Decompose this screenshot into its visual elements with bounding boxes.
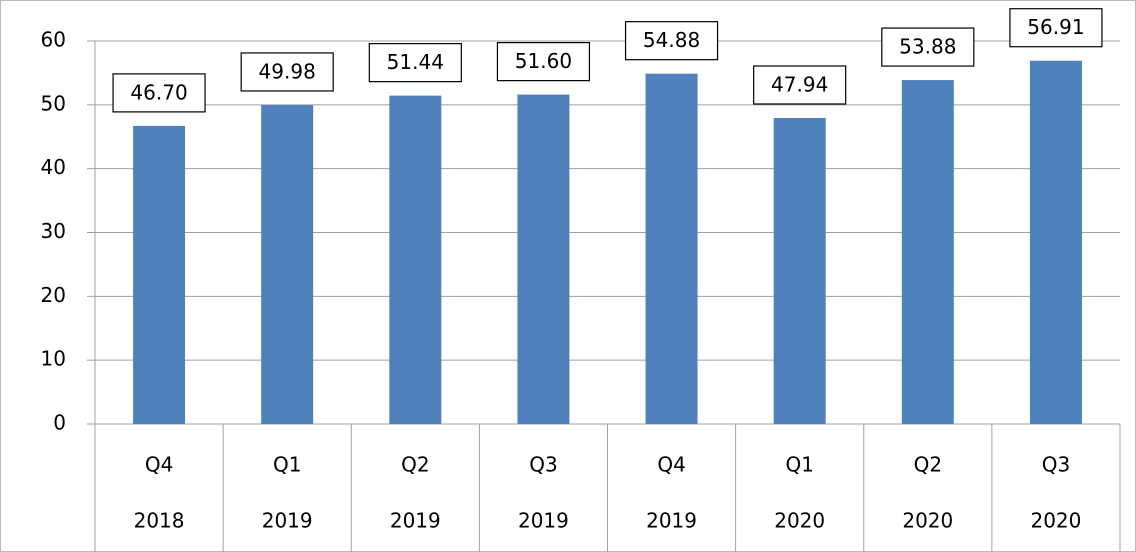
value-label: 49.98 xyxy=(259,59,316,83)
value-label-box xyxy=(368,43,462,83)
value-label: 54.88 xyxy=(643,28,700,52)
value-label-box xyxy=(496,42,591,82)
value-label: 51.44 xyxy=(387,50,444,74)
x-tick-label: Q1 xyxy=(785,453,813,477)
x-tick-label: 2019 xyxy=(646,509,697,533)
x-tick-label: Q3 xyxy=(1042,453,1070,477)
bar xyxy=(901,80,954,424)
x-tick-label: Q2 xyxy=(401,453,429,477)
y-tick-label: 30 xyxy=(41,219,66,243)
bar xyxy=(517,94,570,425)
y-tick-label: 20 xyxy=(41,283,66,307)
value-label: 56.91 xyxy=(1027,15,1084,39)
x-tick-label: Q1 xyxy=(273,453,301,477)
value-label: 46.70 xyxy=(130,80,187,104)
value-label-box xyxy=(753,65,847,105)
value-label-box xyxy=(881,27,975,67)
y-tick-label: 50 xyxy=(41,91,66,115)
x-tick-label: 2018 xyxy=(134,509,185,533)
value-label-box xyxy=(240,52,334,92)
x-tick-label: 2019 xyxy=(262,509,313,533)
value-label: 53.88 xyxy=(899,35,956,59)
y-tick-label: 40 xyxy=(41,155,66,179)
bar xyxy=(773,117,826,424)
value-label: 51.60 xyxy=(515,49,572,73)
y-tick-label: 0 xyxy=(53,411,66,435)
bar xyxy=(645,73,698,424)
x-tick-label: 2019 xyxy=(390,509,441,533)
y-tick-label: 10 xyxy=(41,347,66,371)
value-label: 47.94 xyxy=(771,72,828,96)
bar xyxy=(261,104,314,424)
x-tick-label: Q2 xyxy=(914,453,942,477)
x-tick-label: 2019 xyxy=(518,509,569,533)
x-tick-label: Q4 xyxy=(657,453,685,477)
x-tick-label: 2020 xyxy=(902,509,953,533)
y-tick-label: 60 xyxy=(41,28,66,52)
value-label-box xyxy=(112,73,206,113)
x-tick-label: Q3 xyxy=(529,453,557,477)
value-label-box xyxy=(1009,8,1103,48)
value-label-box xyxy=(624,21,719,61)
x-tick-label: 2020 xyxy=(774,509,825,533)
bar xyxy=(389,95,442,425)
x-tick-label: Q4 xyxy=(145,453,173,477)
x-tick-label: 2020 xyxy=(1030,509,1081,533)
bar xyxy=(1029,60,1082,425)
bar xyxy=(133,125,186,425)
